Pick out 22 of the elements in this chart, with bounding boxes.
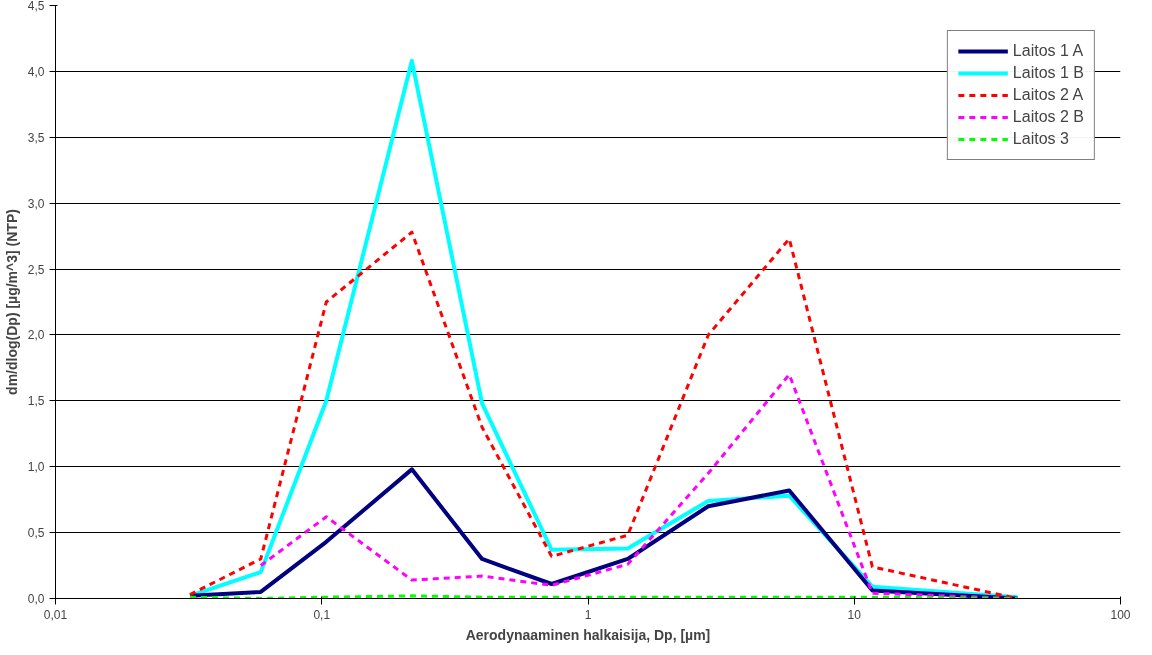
y-tick-label: 4,0 — [27, 64, 45, 79]
y-tick-label: 2,5 — [27, 262, 45, 277]
y-tick-label: 3,5 — [27, 130, 45, 145]
x-tick-label: 1 — [584, 607, 592, 622]
legend-label: Laitos 2 A — [1012, 86, 1084, 104]
legend-label: Laitos 1 A — [1012, 42, 1084, 60]
legend-label: Laitos 3 — [1012, 130, 1069, 148]
y-tick-label: 0,0 — [27, 592, 45, 606]
y-tick-label: 1,0 — [27, 460, 45, 475]
legend-label: Laitos 1 B — [1012, 64, 1084, 82]
x-axis-title: Aerodynaaminen halkaisija, Dp, [µm] — [465, 626, 711, 643]
x-tick-label: 0,1 — [313, 607, 331, 622]
y-tick-label: 3,0 — [27, 196, 45, 211]
y-tick-label: 1,5 — [27, 394, 45, 409]
y-tick-label: 2,0 — [27, 328, 45, 343]
y-tick-label: 0,5 — [27, 526, 45, 541]
y-tick-label: 4,5 — [27, 0, 45, 13]
y-axis-title: dm/dlog(Dp) [µg/m^3] (NTP) — [3, 209, 20, 395]
x-tick-label: 100 — [1110, 607, 1131, 622]
legend-label: Laitos 2 B — [1012, 108, 1084, 126]
x-tick-label: 0,01 — [43, 607, 68, 622]
x-tick-label: 10 — [847, 607, 862, 622]
